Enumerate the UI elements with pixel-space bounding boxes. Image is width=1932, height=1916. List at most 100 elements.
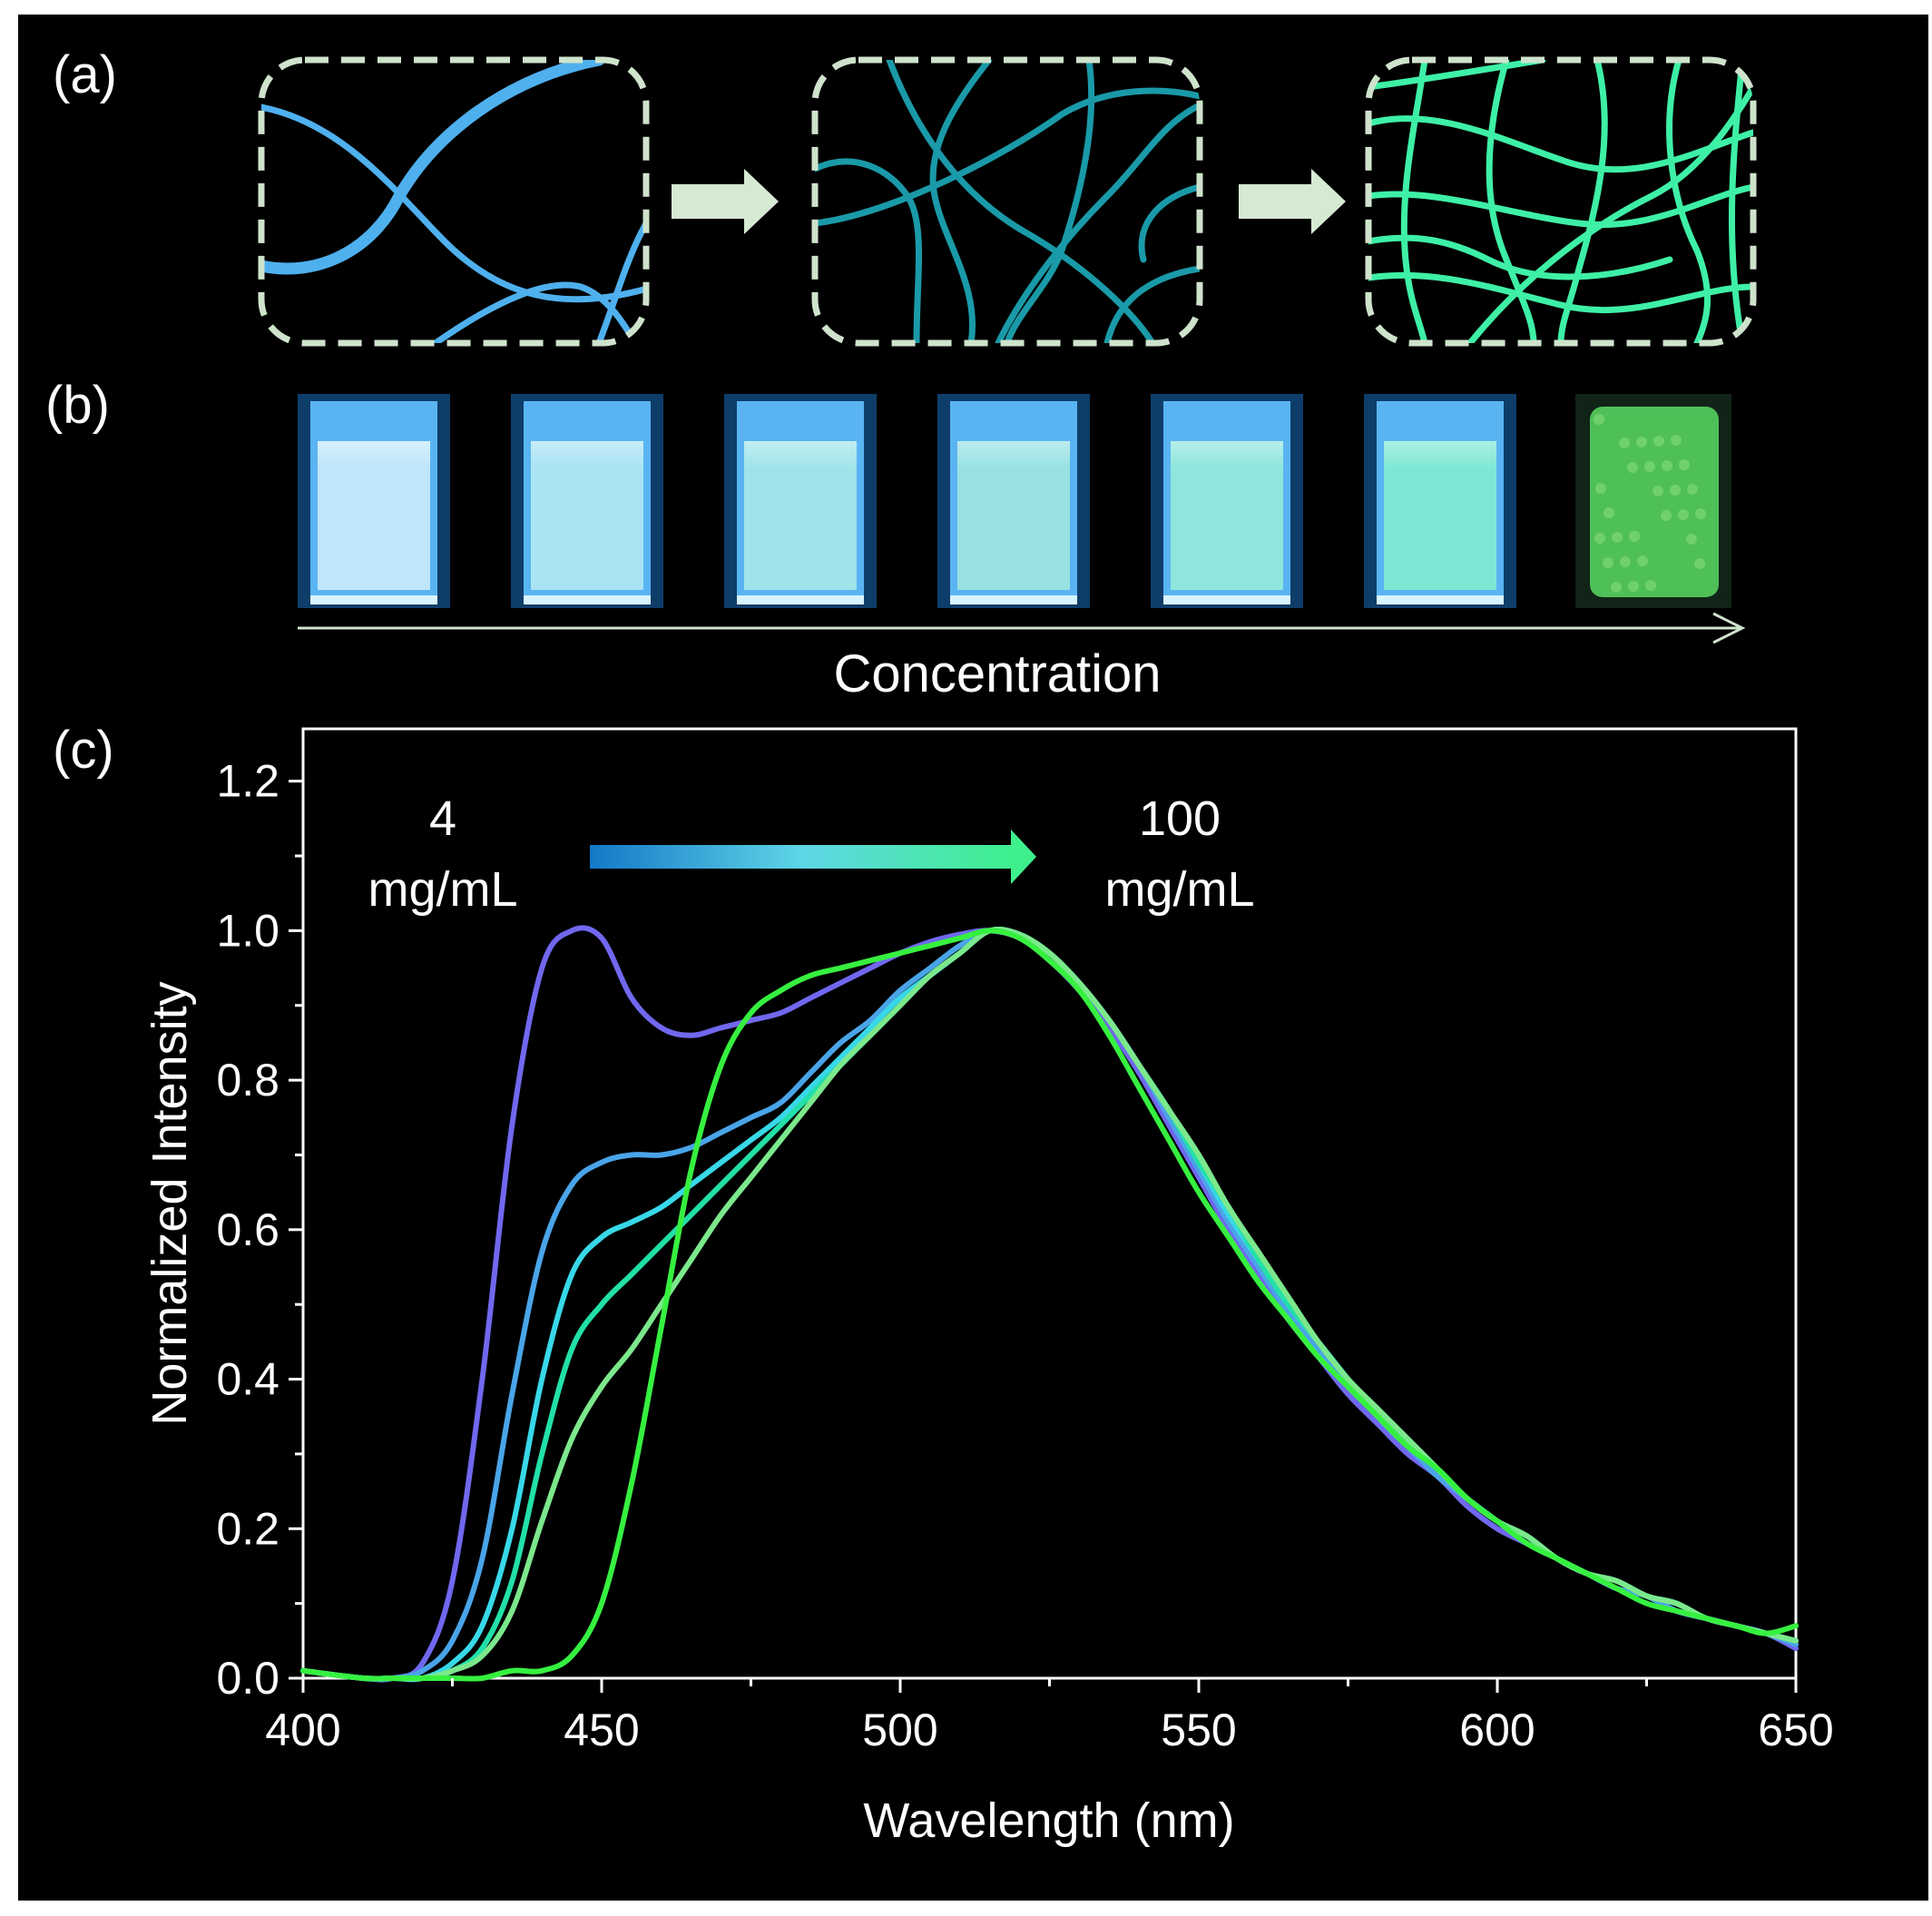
y-tick-label: 0.2	[216, 1503, 280, 1554]
gel-speckle	[1694, 558, 1705, 569]
y-tick-label: 0.6	[216, 1204, 280, 1255]
fiber	[1138, 183, 1200, 263]
gel-speckle	[1636, 437, 1647, 447]
fiber	[1400, 60, 1428, 343]
x-tick-label: 450	[564, 1705, 639, 1755]
gel-speckle	[1653, 436, 1664, 447]
panel-a-label: (a)	[53, 45, 117, 104]
fiber	[1666, 60, 1711, 343]
plot-frame	[301, 727, 1798, 1680]
annotation-start-unit: mg/mL	[368, 862, 517, 917]
fiber	[1486, 60, 1537, 343]
gel-speckle	[1611, 582, 1622, 593]
network-sparse	[258, 56, 650, 347]
cuvette-meniscus	[1384, 441, 1496, 468]
fiber	[1004, 60, 1095, 343]
y-tick-label: 0.4	[216, 1354, 280, 1405]
concentration-arrow-head	[1712, 612, 1746, 644]
process-arrow-1	[672, 169, 779, 234]
x-tick-label: 600	[1459, 1705, 1535, 1755]
x-tick-label: 550	[1161, 1705, 1236, 1755]
cuvette-meniscus	[1171, 441, 1283, 468]
gel-speckle	[1603, 557, 1613, 568]
gel-sample	[1575, 394, 1731, 608]
gel-speckle	[1695, 508, 1706, 519]
fiber	[595, 220, 646, 343]
spectra-chart: 400 450 500 550 600 6500.00.20.40.60.81.01.2 …	[142, 727, 1834, 1848]
panel-c-label: (c)	[53, 721, 114, 780]
y-tick-label: 0.0	[216, 1653, 280, 1704]
gel-speckle	[1628, 581, 1639, 592]
gel-speckle	[1637, 555, 1648, 566]
gel-speckle	[1652, 486, 1663, 496]
curves	[300, 925, 1799, 1683]
gel-speckle	[1603, 507, 1614, 518]
gel-speckle	[1678, 509, 1689, 520]
fiber	[432, 281, 639, 343]
gel-speckle	[1644, 461, 1655, 472]
cuvette	[724, 394, 877, 608]
cuvette-base	[524, 595, 651, 604]
gel-speckle	[1620, 556, 1631, 567]
fiber	[1368, 271, 1753, 314]
gel-speckle	[1612, 532, 1623, 543]
cuvette-meniscus	[531, 441, 643, 468]
gel-speckle	[1645, 580, 1656, 591]
y-tick-label: 1.0	[216, 905, 280, 956]
fiber	[1103, 265, 1200, 343]
cuvette-base	[1163, 595, 1290, 604]
cuvette-meniscus	[957, 441, 1070, 468]
gel-body	[1590, 407, 1719, 597]
gel-speckle	[1661, 510, 1672, 521]
gel-speckle	[1670, 485, 1681, 496]
gel-speckle	[1679, 459, 1690, 470]
fiber	[1728, 60, 1746, 343]
fiber	[929, 60, 993, 343]
x-tick-label: 500	[862, 1705, 937, 1755]
gel-speckle	[1619, 437, 1630, 448]
annotation-end-value: 100	[1139, 791, 1221, 846]
cuvette-base	[950, 595, 1077, 604]
cuvette	[937, 394, 1090, 608]
cuvette-meniscus	[318, 441, 430, 468]
fiber	[1368, 115, 1753, 173]
cuvette	[1151, 394, 1303, 608]
fiber	[1368, 60, 1546, 91]
gel-speckle	[1594, 533, 1605, 544]
gradient-arrow-head	[1011, 830, 1036, 884]
gel-speckle	[1686, 534, 1697, 545]
process-arrow-2	[1239, 169, 1346, 234]
frame-2	[811, 56, 1203, 347]
fiber	[995, 102, 1200, 343]
cuvette	[511, 394, 663, 608]
gel-speckle	[1595, 483, 1606, 494]
fiber	[815, 158, 922, 343]
frame-1	[258, 56, 650, 347]
gel-speckle	[1627, 462, 1638, 473]
gel-speckle	[1687, 484, 1698, 495]
fiber	[261, 60, 605, 275]
fiber	[1557, 60, 1608, 343]
gradient-arrow-shaft	[590, 845, 1016, 869]
x-axis-label: Wavelength (nm)	[863, 1793, 1234, 1848]
cuvette-base	[737, 595, 864, 604]
fiber	[1368, 183, 1753, 229]
y-tick-label: 0.8	[216, 1055, 280, 1105]
cuvette-base	[1377, 595, 1504, 604]
y-axis-label: Normalized Intensity	[142, 981, 197, 1425]
annotation-end-unit: mg/mL	[1104, 862, 1254, 917]
cuvette	[298, 394, 450, 608]
x-tick-label: 650	[1758, 1705, 1833, 1755]
panel-b-label: (b)	[45, 376, 110, 435]
x-tick-label: 400	[265, 1705, 340, 1755]
fiber	[1466, 84, 1753, 343]
figure-svg: (a)	[45, 45, 1834, 1848]
cuvette	[1364, 394, 1516, 608]
concentration-label: Concentration	[833, 644, 1161, 703]
gel-speckle	[1594, 414, 1604, 425]
cuvette-meniscus	[744, 441, 857, 468]
vial-row	[298, 394, 1731, 608]
series-line	[300, 928, 1799, 1682]
gel-speckle	[1662, 460, 1672, 471]
frame-3	[1365, 56, 1757, 347]
